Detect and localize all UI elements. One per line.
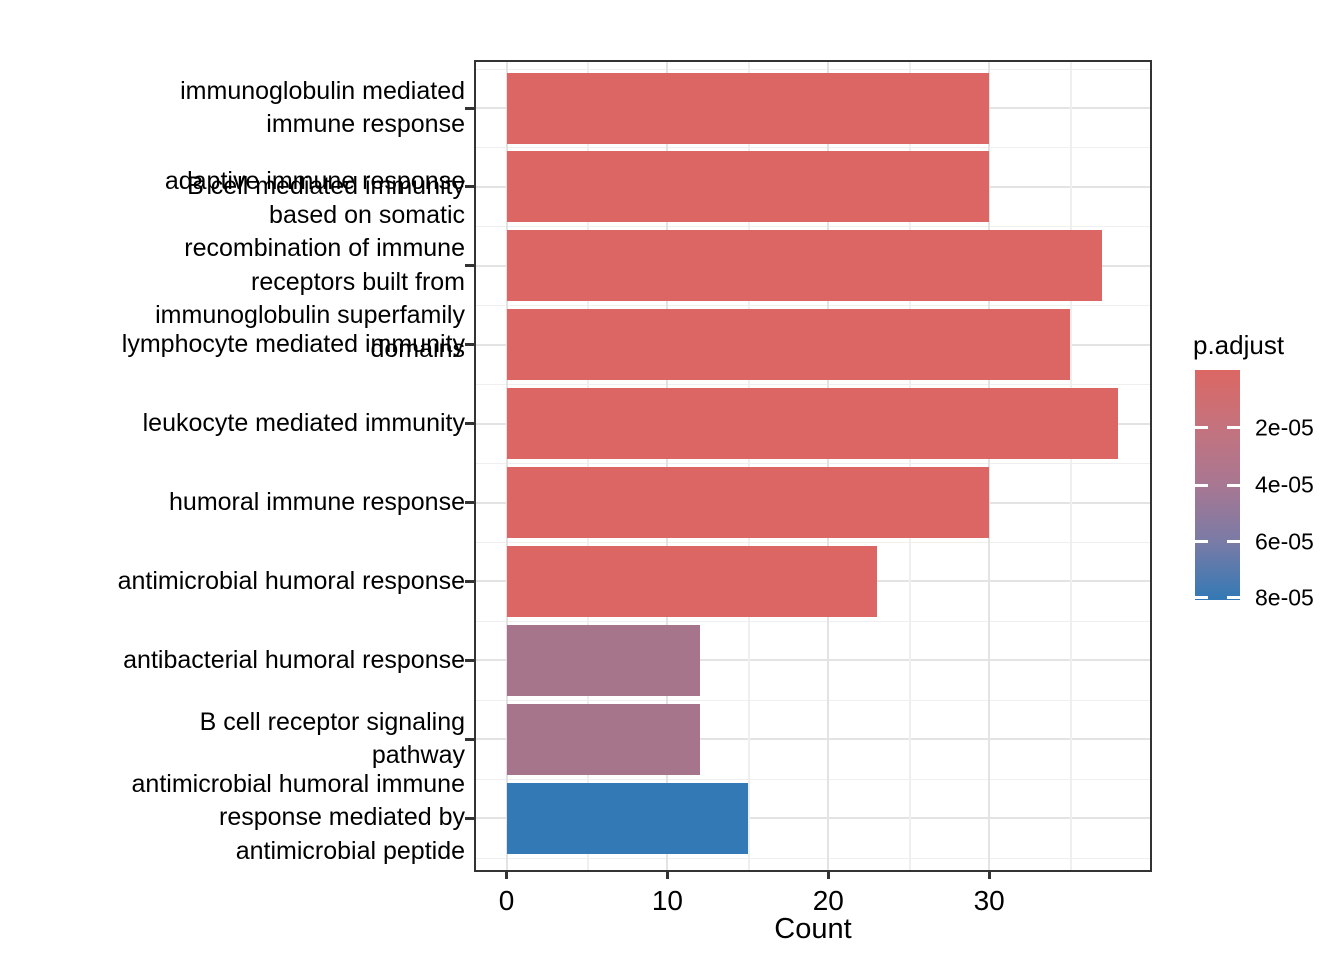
y-axis-label: lymphocyte mediated immunity bbox=[122, 328, 465, 362]
y-axis-label-line: based on somatic bbox=[269, 200, 465, 229]
x-tick-label: 0 bbox=[498, 885, 515, 916]
gridline-y-minor bbox=[476, 305, 1150, 307]
y-axis-label: antimicrobial humoral response bbox=[118, 565, 465, 599]
bar bbox=[506, 545, 877, 617]
y-axis-label: antibacterial humoral response bbox=[123, 644, 465, 678]
bar bbox=[506, 782, 748, 854]
y-axis-label-line: response mediated by bbox=[219, 803, 465, 832]
bar bbox=[506, 388, 1118, 460]
y-axis-label-line: antimicrobial humoral response bbox=[117, 566, 465, 595]
y-axis-label: antimicrobial humoral immune response med… bbox=[132, 768, 465, 869]
gridline-y-minor bbox=[476, 384, 1150, 386]
y-tick bbox=[465, 264, 474, 268]
y-axis-label-line: antimicrobial peptide bbox=[235, 836, 465, 865]
x-tick bbox=[665, 870, 669, 879]
gridline-y-minor bbox=[476, 857, 1150, 859]
legend-tick-label: 2e-05 bbox=[1255, 414, 1314, 441]
gridline-y-major bbox=[476, 659, 1150, 662]
y-tick bbox=[465, 579, 474, 583]
gridline-y-minor bbox=[476, 620, 1150, 622]
legend-tick-label: 4e-05 bbox=[1255, 471, 1314, 498]
y-axis-label-line: domains bbox=[370, 334, 466, 363]
y-axis-label-line: immunoglobulin superfamily bbox=[155, 301, 465, 330]
bar bbox=[506, 309, 1070, 381]
gridline-x-major bbox=[827, 62, 830, 870]
plot-panel bbox=[474, 60, 1152, 872]
gridline-x-minor bbox=[908, 62, 911, 870]
y-axis-label-line: leukocyte mediated immunity bbox=[142, 408, 465, 437]
y-axis-label-line: B cell receptor signaling bbox=[199, 707, 465, 736]
y-axis-label-line: adaptive immune response bbox=[164, 167, 465, 196]
y-axis-label-line: recombination of immune bbox=[184, 234, 465, 263]
colorbar-tick-right bbox=[1227, 596, 1240, 600]
y-axis-label: B cell receptor signaling pathway bbox=[200, 706, 465, 773]
bar bbox=[506, 467, 990, 538]
y-tick bbox=[465, 658, 474, 662]
colorbar-tick-right bbox=[1227, 483, 1240, 487]
gridline-y-minor bbox=[476, 699, 1150, 701]
colorbar-tick-left bbox=[1195, 483, 1208, 487]
y-axis-label-line: antibacterial humoral response bbox=[123, 645, 465, 674]
y-tick bbox=[465, 737, 474, 741]
y-tick bbox=[465, 106, 474, 110]
gridline-y-minor bbox=[476, 226, 1150, 228]
y-axis-label: adaptive immune response based on somatic… bbox=[155, 165, 465, 366]
y-tick bbox=[465, 816, 474, 820]
gridline-y-major bbox=[476, 738, 1150, 741]
y-axis-label-line: immune response bbox=[266, 110, 465, 138]
x-axis-title: Count bbox=[774, 913, 852, 945]
bar bbox=[506, 703, 700, 775]
y-axis-label-line: lymphocyte mediated immunity bbox=[121, 329, 465, 358]
y-axis-label: B cell mediated immunity bbox=[187, 170, 465, 204]
bar bbox=[506, 624, 700, 696]
y-tick bbox=[465, 343, 474, 347]
bar bbox=[506, 72, 990, 144]
gridline-x-minor bbox=[586, 62, 589, 870]
y-axis-label: leukocyte mediated immunity bbox=[143, 407, 465, 441]
x-tick-label: 30 bbox=[973, 885, 1005, 916]
gridline-y-minor bbox=[476, 541, 1150, 543]
colorbar-tick-right bbox=[1227, 426, 1240, 430]
gridline-y-minor bbox=[476, 147, 1150, 149]
y-axis-label-line: receptors built from bbox=[251, 267, 465, 296]
y-tick bbox=[465, 422, 474, 426]
legend-tick-label: 6e-05 bbox=[1255, 528, 1314, 555]
gridline-x-major bbox=[505, 62, 508, 870]
colorbar-tick-left bbox=[1195, 426, 1208, 430]
y-axis-label: humoral immune response bbox=[169, 486, 465, 520]
gridline-x-major bbox=[988, 62, 991, 870]
colorbar-tick-left bbox=[1195, 540, 1208, 544]
bar bbox=[506, 151, 990, 223]
gridline-x-major bbox=[666, 62, 669, 870]
gridline-y-minor bbox=[476, 463, 1150, 465]
gridline-x-minor bbox=[1069, 62, 1072, 870]
y-axis-label-line: humoral immune response bbox=[169, 487, 465, 516]
x-tick-label: 20 bbox=[812, 885, 844, 916]
y-axis-label-line: pathway bbox=[371, 741, 465, 770]
colorbar-tick-left bbox=[1195, 596, 1208, 600]
y-axis-label-line: immunoglobulin mediated bbox=[180, 76, 465, 105]
x-tick bbox=[505, 870, 509, 879]
x-tick bbox=[826, 870, 830, 879]
legend-tick-label: 8e-05 bbox=[1255, 584, 1314, 611]
gridline-y-minor bbox=[476, 68, 1150, 70]
y-tick bbox=[465, 185, 474, 189]
y-axis-label-line: B cell mediated immunity bbox=[187, 172, 465, 201]
gridline-x-minor bbox=[747, 62, 750, 870]
gridline-y-minor bbox=[476, 778, 1150, 780]
y-axis-label-line: antimicrobial humoral immune bbox=[131, 769, 465, 798]
gridline-y-major bbox=[476, 817, 1150, 820]
colorbar-tick-right bbox=[1227, 540, 1240, 544]
legend-title: p.adjust bbox=[1193, 330, 1285, 360]
x-tick bbox=[987, 870, 991, 879]
y-axis-label: immunoglobulin mediated immune response bbox=[180, 75, 465, 142]
y-tick bbox=[465, 501, 474, 504]
bar bbox=[506, 230, 1102, 302]
x-tick-label: 10 bbox=[651, 885, 683, 916]
